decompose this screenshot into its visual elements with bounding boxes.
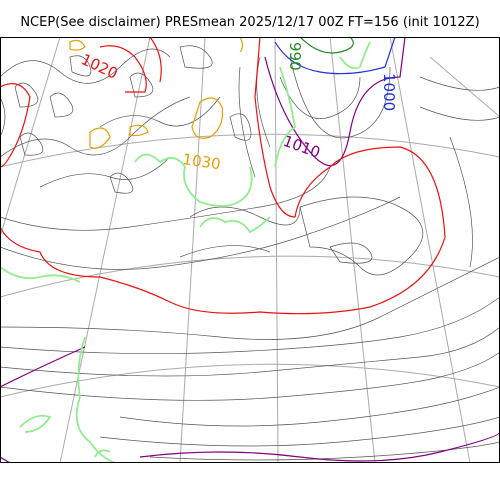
meridian-line bbox=[274, 37, 279, 463]
contour-label-1030: 1030 bbox=[181, 150, 221, 173]
parallel-line bbox=[0, 133, 500, 168]
meridian-line bbox=[329, 37, 376, 463]
coastline bbox=[0, 41, 371, 463]
map-canvas: 1020 1030 1010 1000 990 bbox=[0, 37, 500, 463]
parallel-line bbox=[0, 255, 500, 298]
meridian-line bbox=[59, 37, 151, 463]
contour-label-1010: 1010 bbox=[281, 132, 323, 162]
meridian-line bbox=[179, 37, 206, 463]
chart-title: NCEP(See disclaimer) PRESmean 2025/12/17… bbox=[20, 15, 480, 30]
isobars bbox=[0, 45, 500, 461]
isobar-1030 bbox=[69, 37, 244, 149]
meridian-line bbox=[0, 37, 61, 238]
contour-label-1000: 1000 bbox=[380, 73, 398, 111]
contour-label-1020: 1020 bbox=[78, 50, 120, 82]
meridian-line bbox=[389, 37, 471, 463]
contour-label-990: 990 bbox=[286, 42, 304, 71]
isobar-990 bbox=[299, 37, 354, 54]
parallel-line bbox=[0, 363, 500, 398]
isobar-1020 bbox=[0, 37, 500, 315]
meridian-line bbox=[429, 56, 500, 118]
isobar-1010 bbox=[0, 37, 500, 463]
pressure-map: 1020 1030 1010 1000 990 bbox=[0, 37, 500, 463]
isobar-1000 bbox=[274, 37, 396, 75]
